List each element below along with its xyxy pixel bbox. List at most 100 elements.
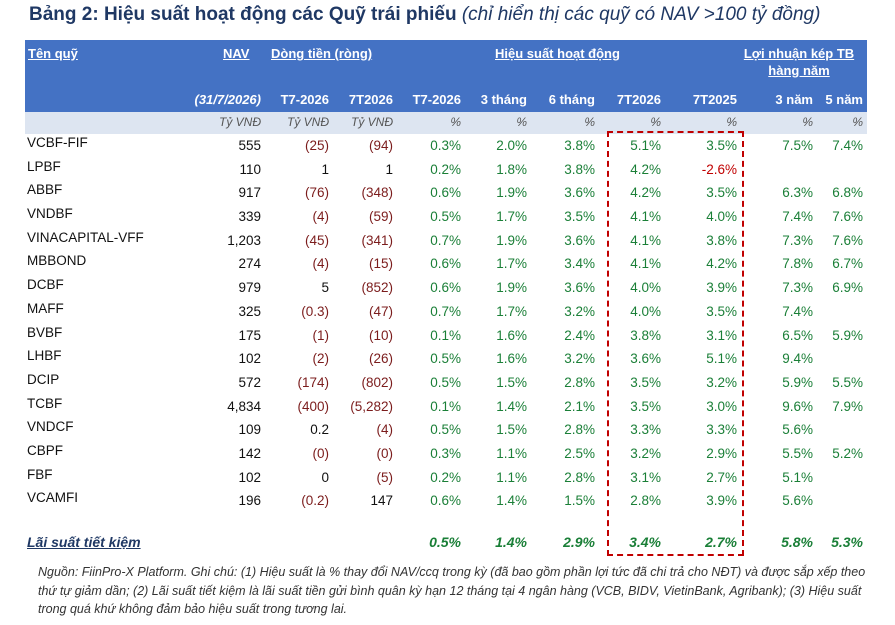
cell-p-t7: 0.1% [430, 327, 461, 343]
cell-p-3m: 1.4% [496, 493, 527, 509]
cell-name: VNDBF [27, 206, 73, 222]
header-fund-name: Tên quỹ [28, 46, 78, 61]
cell-c3: 7.3% [782, 280, 813, 296]
cell-p-6m: 3.6% [564, 185, 595, 201]
table-header: Tên quỹ NAV Dòng tiền (ròng) Hiệu suất h… [25, 40, 867, 112]
cell-p-7t25: 3.9% [706, 493, 737, 509]
cell-p-7t26: 3.3% [630, 422, 661, 438]
cell-flow-7t: (852) [361, 280, 393, 296]
cell-p-7t25: 3.9% [706, 280, 737, 296]
cell-c3: 7.4% [782, 303, 813, 319]
table-row: FBF 102 0 (5) 0.2% 1.1% 2.8% 3.1% 2.7% 5.1% [25, 466, 867, 490]
cell-p-6m: 2.1% [564, 398, 595, 414]
unit-perf-7t2025: % [726, 115, 737, 129]
header-flow-7t: 7T2026 [348, 92, 393, 107]
header-cagr-3y: 3 năm [775, 92, 813, 107]
cell-p-7t26: 3.5% [630, 374, 661, 390]
cell-p-t7: 0.7% [430, 303, 461, 319]
cell-p-7t25: 2.9% [706, 445, 737, 461]
cell-name: VINACAPITAL-VFF [27, 229, 144, 245]
cell-p-3m: 1.9% [496, 232, 527, 248]
header-performance: Hiệu suất hoạt động [495, 46, 620, 61]
cell-p-6m: 3.6% [564, 280, 595, 296]
cell-nav: 142 [238, 445, 261, 461]
cell-flow-7t: (15) [368, 256, 393, 272]
cell-name: TCBF [27, 395, 63, 411]
cell-flow-t7: (25) [304, 138, 329, 153]
cell-name: VCBF-FIF [27, 135, 88, 150]
cell-p-7t26: 4.0% [630, 303, 661, 319]
cell-name: VCAMFI [27, 490, 79, 506]
savings-perf-6m: 2.9% [563, 534, 595, 550]
cell-p-7t26: 3.1% [630, 469, 661, 485]
cell-c5: 7.6% [832, 209, 863, 225]
cell-p-3m: 1.4% [496, 398, 527, 414]
cell-p-t7: 0.7% [430, 232, 461, 248]
cell-p-7t25: 2.7% [706, 469, 737, 485]
header-flow-t7: T7-2026 [280, 92, 329, 107]
cell-flow-t7: 5 [321, 280, 329, 296]
cell-p-t7: 0.5% [430, 209, 461, 225]
cell-c3: 9.6% [782, 398, 813, 414]
title-subtitle: (chỉ hiển thị các quỹ có NAV >100 tỷ đồn… [456, 4, 821, 25]
cell-c5: 6.7% [832, 256, 863, 272]
cell-p-7t26: 4.0% [630, 280, 661, 296]
cell-nav: 196 [238, 493, 261, 509]
savings-cagr-5y: 5.3% [831, 534, 863, 550]
savings-perf-t7: 0.5% [429, 534, 461, 550]
cell-nav: 979 [238, 280, 261, 296]
cell-p-7t25: 4.0% [706, 209, 737, 225]
cell-name: MAFF [27, 300, 64, 316]
cell-name: VNDCF [27, 419, 74, 435]
cell-p-7t25: 3.5% [706, 303, 737, 319]
cell-p-7t26: 4.1% [630, 256, 661, 272]
cell-flow-t7: 0 [321, 469, 329, 485]
cell-flow-7t: (4) [376, 422, 394, 438]
footnote: Nguồn: FiinPro-X Platform. Ghi chú: (1) … [38, 565, 866, 616]
cell-flow-7t: (47) [368, 303, 393, 319]
cell-c5: 7.9% [832, 398, 863, 414]
cell-flow-7t: (94) [368, 138, 393, 153]
cell-p-3m: 1.7% [496, 209, 527, 225]
header-perf-6m: 6 tháng [548, 92, 595, 107]
cell-p-3m: 1.8% [496, 161, 527, 177]
cell-c5: 5.9% [832, 327, 863, 343]
cell-p-7t26: 3.8% [630, 327, 661, 343]
cell-flow-t7: 1 [321, 161, 329, 177]
cell-flow-t7: (76) [304, 185, 329, 201]
header-nav: NAV [223, 46, 250, 61]
cell-p-6m: 3.6% [564, 232, 595, 248]
cell-flow-7t: 1 [385, 161, 393, 177]
unit-perf-t7: % [450, 115, 461, 129]
cell-c3: 6.5% [782, 327, 813, 343]
cell-flow-t7: (0.2) [301, 493, 329, 509]
header-perf-7t2025: 7T2025 [692, 92, 737, 107]
cell-name: ABBF [27, 182, 63, 198]
cell-p-7t26: 4.1% [630, 209, 661, 225]
cell-p-3m: 1.7% [496, 303, 527, 319]
cell-nav: 110 [239, 161, 261, 177]
cell-c5: 6.8% [832, 185, 863, 201]
header-compound-line2: hàng năm [768, 63, 830, 78]
cell-p-7t25: 5.1% [706, 351, 737, 367]
table-row: VNDCF 109 0.2 (4) 0.5% 1.5% 2.8% 3.3% 3.3% 5.6% [25, 418, 867, 442]
cell-p-6m: 2.8% [564, 422, 595, 438]
cell-name: CBPF [27, 442, 64, 458]
cell-p-t7: 0.6% [430, 185, 461, 201]
cell-c3: 5.9% [782, 374, 813, 390]
title-main: Bảng 2: Hiệu suất hoạt động các Quỹ trái… [29, 4, 457, 25]
cell-p-t7: 0.2% [430, 469, 461, 485]
cell-p-7t25: 3.3% [706, 422, 737, 438]
cell-nav: 325 [238, 303, 261, 319]
cell-c5: 5.2% [832, 445, 863, 461]
cell-flow-t7: (4) [312, 209, 330, 225]
cell-flow-7t: (5,282) [350, 398, 393, 414]
cell-c3: 7.8% [782, 256, 813, 272]
cell-p-6m: 1.5% [564, 493, 595, 509]
savings-perf-7t2025: 2.7% [705, 534, 737, 550]
unit-perf-7t2026: % [650, 115, 661, 129]
cell-flow-7t: (5) [376, 469, 394, 485]
cell-p-6m: 2.8% [564, 469, 595, 485]
header-cagr-5y: 5 năm [825, 92, 863, 107]
cell-p-7t26: 3.2% [630, 445, 661, 461]
